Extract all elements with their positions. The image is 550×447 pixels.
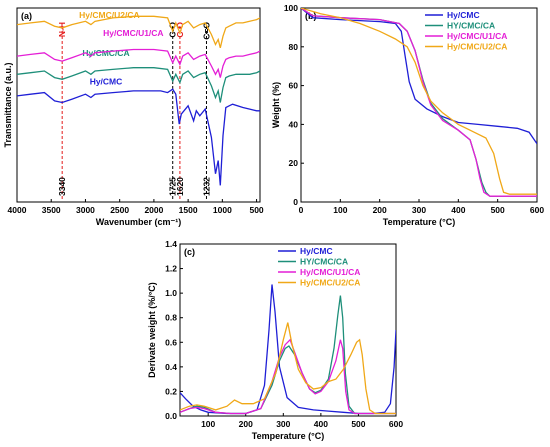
legend-label: HY/CMC/CA <box>447 21 495 31</box>
y-tick-label: 20 <box>289 158 299 168</box>
series-line <box>17 67 260 103</box>
x-tick-label: 4000 <box>8 205 27 215</box>
y-tick-label: 0.8 <box>165 313 177 323</box>
x-tick-label: 0 <box>299 205 304 215</box>
x-tick-label: 600 <box>389 419 403 429</box>
x-tick-label: 3000 <box>76 205 95 215</box>
x-tick-label: 3500 <box>42 205 61 215</box>
y-axis-label: Weight (%) <box>271 82 281 128</box>
marker-value-label: 1725 <box>168 177 178 196</box>
x-tick-label: 1500 <box>179 205 198 215</box>
y-tick-label: 100 <box>284 3 298 13</box>
x-tick-label: 100 <box>333 205 347 215</box>
y-tick-label: 1.4 <box>165 239 177 249</box>
series-line <box>180 322 396 415</box>
marker-label: C=O <box>201 22 211 40</box>
series-line <box>301 8 537 197</box>
y-tick-label: 1.0 <box>165 288 177 298</box>
series-line <box>180 338 396 415</box>
x-tick-label: 300 <box>276 419 290 429</box>
series-line <box>180 284 396 415</box>
x-tick-label: 500 <box>491 205 505 215</box>
panel-0: (a) 4000 3500 3000 2500 2000 1500 1000 500 Wavenu… <box>3 7 264 227</box>
x-tick-label: 400 <box>314 419 328 429</box>
x-tick-label: 500 <box>249 205 263 215</box>
x-tick-label: 1000 <box>213 205 232 215</box>
series-line <box>180 295 396 415</box>
x-tick-label: 600 <box>530 205 544 215</box>
x-axis-label: Temperature (°C) <box>383 217 455 227</box>
plot-frame <box>16 7 261 203</box>
x-axis-label: Temperature (°C) <box>252 431 324 441</box>
y-axis-label: Derivate weight (%/°C) <box>147 282 157 378</box>
marker-label: C-O <box>175 22 185 38</box>
y-tick-label: 80 <box>289 42 299 52</box>
series-label: Hy/CMC <box>90 76 123 86</box>
x-tick-label: 400 <box>451 205 465 215</box>
series-label: Hy/CMC/U1/CA <box>103 28 163 38</box>
panel-label: (a) <box>21 11 32 21</box>
legend-label: Hy/CMC <box>447 10 480 20</box>
legend-label: Hy/CMC/U2/CA <box>300 278 360 288</box>
y-tick-label: 0.0 <box>165 411 177 421</box>
x-tick-label: 200 <box>373 205 387 215</box>
y-tick-label: 40 <box>289 119 299 129</box>
panel-1: (b)0 100 200 300 400 500 600020406080100Temper… <box>271 3 544 227</box>
series-line <box>301 8 537 195</box>
series-label: Hy/CMC/CA <box>82 48 129 58</box>
marker-label: N-H <box>57 22 67 37</box>
y-tick-label: 0 <box>293 197 298 207</box>
legend-label: HY/CMC/CA <box>300 257 348 267</box>
panel-label: (c) <box>184 247 195 257</box>
legend-label: Hy/CMC/U2/CA <box>447 42 507 52</box>
y-tick-label: 60 <box>289 81 299 91</box>
x-tick-label: 500 <box>351 419 365 429</box>
series-line <box>17 88 260 186</box>
y-tick-label: 0.6 <box>165 337 177 347</box>
x-axis-label: Wavenumber (cm⁻¹) <box>96 217 181 227</box>
legend-label: Hy/CMC/U1/CA <box>300 267 360 277</box>
series-line <box>17 48 260 78</box>
series-label: Hy/CMC/U2/CA <box>79 10 139 20</box>
x-tick-label: 2000 <box>144 205 163 215</box>
series-line <box>301 8 537 145</box>
y-tick-label: 0.4 <box>165 362 177 372</box>
x-tick-label: 300 <box>412 205 426 215</box>
legend-label: Hy/CMC/U1/CA <box>447 31 507 41</box>
series-line <box>17 15 260 48</box>
marker-value-label: 1620 <box>175 177 185 196</box>
y-tick-label: 1.2 <box>165 264 177 274</box>
x-tick-label: 2500 <box>110 205 129 215</box>
y-tick-label: 0.2 <box>165 386 177 396</box>
y-axis-label: Transmittance (a.u.) <box>3 62 13 147</box>
marker-value-label: 1232 <box>201 177 211 196</box>
x-tick-label: 100 <box>201 419 215 429</box>
legend-label: Hy/CMC <box>300 246 333 256</box>
plot-frame <box>179 243 397 417</box>
panel-2: (c) 100 200 300 400 500 600 0.0 0.2 0.4 0.6 0.8 1.0 1… <box>147 239 403 441</box>
marker-value-label: 3340 <box>57 177 67 196</box>
x-tick-label: 200 <box>239 419 253 429</box>
